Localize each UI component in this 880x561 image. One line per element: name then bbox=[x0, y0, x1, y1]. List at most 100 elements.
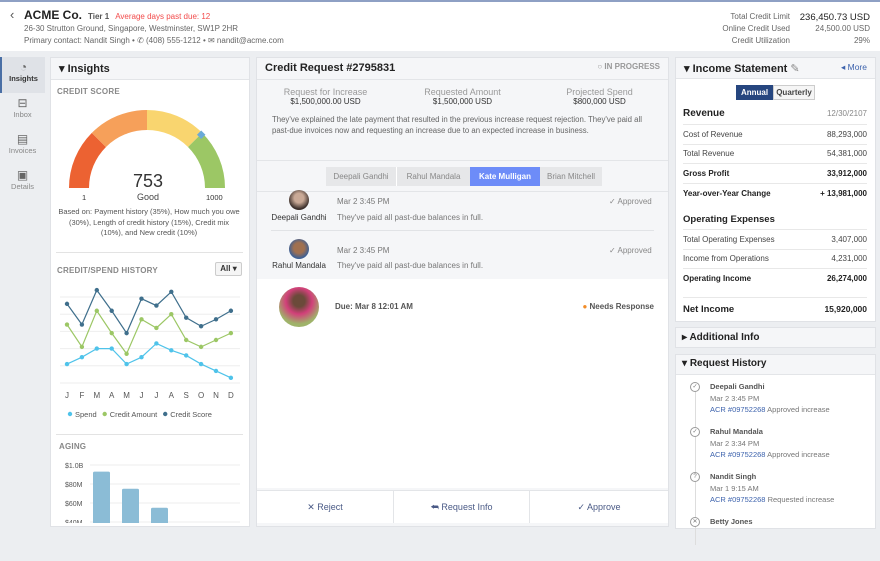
step-kate-active[interactable]: Kate Mulligan bbox=[470, 167, 540, 186]
statement-date: 12/30/2107 bbox=[826, 109, 867, 118]
pending-status: ● Needs Response bbox=[582, 302, 654, 311]
summary-label: Requested Amount bbox=[424, 87, 501, 97]
row-value: 54,381,000 bbox=[826, 149, 867, 159]
income-header[interactable]: ▾ Income Statement ✎ ◂ More bbox=[676, 58, 875, 79]
x-tick-label: J bbox=[140, 391, 144, 400]
sidebar-item-inbox[interactable]: ⊟ Inbox bbox=[0, 93, 45, 129]
check-circle-icon: ✓ bbox=[690, 427, 700, 437]
stat-value: 29% bbox=[853, 36, 870, 45]
history-item: ? Nandit Singh Mar 1 9:15 AM ACR #09752268 … bbox=[676, 471, 875, 516]
data-point bbox=[94, 308, 99, 313]
more-link[interactable]: ◂ More bbox=[840, 62, 867, 72]
request-header: Credit Request #2795831 ○ IN PROGRESS bbox=[257, 58, 668, 80]
data-point bbox=[169, 289, 174, 295]
x-icon: ✕ bbox=[307, 502, 315, 512]
email-link[interactable]: nandit@acme.com bbox=[216, 36, 284, 45]
legend-swatch bbox=[102, 411, 107, 417]
data-point bbox=[154, 341, 159, 346]
stat-label: Online Credit Used bbox=[722, 24, 790, 33]
insights-panel: ▾ Insights bbox=[50, 57, 250, 527]
x-tick-label: O bbox=[198, 391, 204, 400]
additional-info-section[interactable]: ▸ Additional Info bbox=[675, 327, 876, 348]
gauge-segment bbox=[91, 110, 147, 147]
row-value: 33,912,000 bbox=[826, 168, 867, 178]
data-point bbox=[154, 325, 159, 331]
data-point bbox=[64, 301, 70, 307]
data-point bbox=[109, 346, 114, 351]
data-point bbox=[64, 322, 70, 327]
avatar-kate bbox=[279, 287, 319, 327]
y-tick-label: $80M bbox=[65, 482, 83, 489]
tab-annual[interactable]: Annual bbox=[736, 85, 773, 100]
summary-value: $800,000 USD bbox=[573, 97, 626, 106]
data-point bbox=[169, 348, 174, 353]
credit-score-note: Based on: Payment history (35%), How muc… bbox=[58, 207, 240, 237]
edit-pencil-icon[interactable]: ✎ bbox=[790, 63, 800, 75]
history-timeline: ✓ Deepali Gandhi Mar 2 3:45 PM ACR #0975226… bbox=[676, 375, 875, 561]
history-time: Mar 2 3:45 PM bbox=[710, 393, 760, 403]
stat-value: 236,450.73 USD bbox=[799, 12, 870, 23]
data-point bbox=[109, 308, 114, 313]
phone-link[interactable]: (408) 555-1212 bbox=[146, 36, 201, 45]
divider bbox=[56, 252, 243, 253]
credit-score-heading: CREDIT SCORE bbox=[57, 87, 120, 96]
request-summary: Request for Increase $1,500,000.00 USD Re… bbox=[257, 80, 668, 106]
y-tick-label: $1.0B bbox=[65, 463, 84, 470]
step-brian[interactable]: Brian Mitchell bbox=[540, 167, 602, 186]
tab-quarterly[interactable]: Quarterly bbox=[773, 85, 815, 100]
past-due-text: Average days past due: 12 bbox=[115, 12, 211, 21]
row-value: 88,293,000 bbox=[826, 129, 867, 139]
data-point bbox=[154, 303, 159, 308]
data-point bbox=[198, 344, 204, 350]
back-chevron-icon[interactable]: ‹ bbox=[10, 7, 15, 22]
stat-label: Credit Utilization bbox=[731, 36, 790, 45]
step-rahul[interactable]: Rahul Mandala bbox=[396, 167, 470, 186]
sidebar-item-insights[interactable]: ◔ Insights bbox=[0, 57, 45, 93]
reject-button[interactable]: ✕ Reject bbox=[257, 491, 394, 523]
sidebar-item-invoices[interactable]: ▤ Invoices bbox=[0, 129, 45, 165]
acr-link[interactable]: ACR #09752268 bbox=[710, 405, 766, 414]
status-text: Needs Response bbox=[589, 302, 654, 311]
primary-contact: Primary contact: Nandit Singh bbox=[24, 36, 130, 45]
income-table: Revenue 12/30/2107 Cost of Revenue 88,293,… bbox=[676, 100, 875, 320]
data-point bbox=[198, 361, 204, 367]
stat-value: 24,500.00 USD bbox=[815, 24, 870, 33]
gauge-min-label: 1 bbox=[82, 193, 87, 202]
request-status: IN PROGRESS bbox=[604, 62, 660, 71]
sidebar-item-details[interactable]: ▣ Details bbox=[0, 165, 45, 201]
acr-link[interactable]: ACR #09752268 bbox=[710, 495, 766, 504]
data-point bbox=[124, 330, 129, 336]
row-label: Total Operating Expenses bbox=[683, 234, 775, 244]
step-deepali[interactable]: Deepali Gandhi bbox=[326, 167, 396, 186]
gauge-segment bbox=[188, 132, 225, 188]
acr-link[interactable]: ACR #09752268 bbox=[710, 450, 766, 459]
mail-icon: ✉ bbox=[207, 36, 215, 45]
request-title: Credit Request #2795831 bbox=[265, 62, 396, 74]
history-time: Mar 2 3:34 PM bbox=[710, 438, 760, 448]
aging-bar bbox=[122, 488, 139, 523]
history-heading: CREDIT/SPEND HISTORY bbox=[57, 266, 158, 275]
avatar-rahul bbox=[289, 239, 309, 259]
id-card-icon: ▣ bbox=[16, 168, 29, 182]
caret-down-icon: ▾ bbox=[232, 264, 237, 273]
x-tick-label: M bbox=[93, 391, 100, 400]
request-info-button[interactable]: ⮪ Request Info bbox=[394, 491, 530, 523]
data-point bbox=[124, 361, 129, 367]
avatar-deepali bbox=[289, 190, 309, 210]
pending-review bbox=[257, 279, 668, 488]
insights-header[interactable]: ▾ Insights bbox=[51, 58, 249, 80]
data-point bbox=[79, 355, 85, 360]
legend-label: Credit Amount bbox=[110, 410, 158, 419]
row-label: Gross Profit bbox=[683, 168, 730, 178]
history-name: Nandit Singh bbox=[710, 472, 757, 481]
data-point bbox=[184, 337, 189, 343]
check-icon: ✓ bbox=[609, 246, 616, 255]
data-point bbox=[184, 353, 189, 358]
history-action: Requested increase bbox=[767, 495, 835, 504]
history-filter-dropdown[interactable]: All ▾ bbox=[215, 262, 242, 276]
history-item: ✓ Deepali Gandhi Mar 2 3:45 PM ACR #0975226… bbox=[676, 381, 875, 426]
income-title: Income Statement bbox=[692, 63, 788, 75]
request-history-header[interactable]: ▾ Request History bbox=[676, 355, 875, 375]
approve-button[interactable]: ✓ Approve bbox=[530, 491, 668, 523]
period-toggle: Annual Quarterly bbox=[676, 85, 875, 100]
